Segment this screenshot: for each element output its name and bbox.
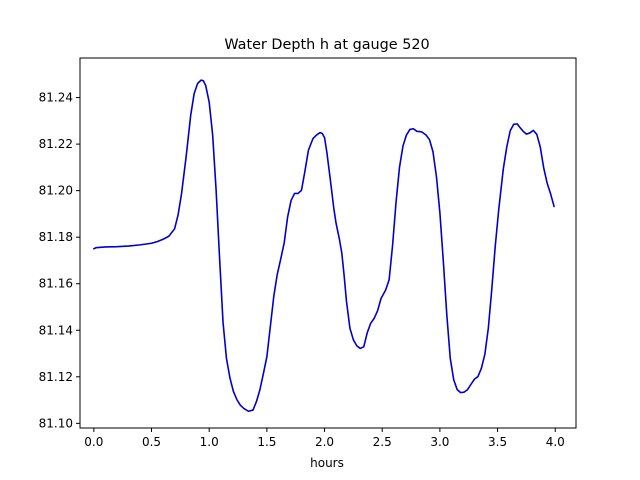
series-line (93, 79, 555, 413)
x-axis-ticks: 0.0 0.5 1.0 1.5 2.0 2.5 3.0 3.5 4.0 (84, 428, 565, 449)
x-tick-label: 1.5 (257, 435, 276, 449)
x-tick-label: 3.0 (430, 435, 449, 449)
x-axis-label: hours (310, 456, 344, 470)
y-tick-label: 81.22 (39, 137, 73, 151)
y-axis-ticks: 81.10 81.12 81.14 81.16 81.18 81.20 81.22 81.24 (39, 91, 80, 430)
y-tick-label: 81.18 (39, 230, 73, 244)
y-tick-label: 81.10 (39, 416, 73, 430)
y-tick-label: 81.20 (39, 184, 73, 198)
x-tick-label: 2.5 (373, 435, 392, 449)
axes-frame (79, 57, 577, 429)
y-tick-label: 81.12 (39, 370, 73, 384)
x-tick-label: 3.5 (488, 435, 507, 449)
x-tick-label: 1.0 (200, 435, 219, 449)
y-tick-label: 81.16 (39, 277, 73, 291)
plot-area (93, 79, 555, 413)
x-tick-label: 4.0 (546, 435, 565, 449)
chart-title: Water Depth h at gauge 520 (224, 37, 429, 53)
y-tick-label: 81.14 (39, 323, 73, 337)
y-tick-label: 81.24 (39, 91, 73, 105)
x-tick-label: 0.0 (84, 435, 103, 449)
x-tick-label: 0.5 (142, 435, 161, 449)
x-tick-label: 2.0 (315, 435, 334, 449)
